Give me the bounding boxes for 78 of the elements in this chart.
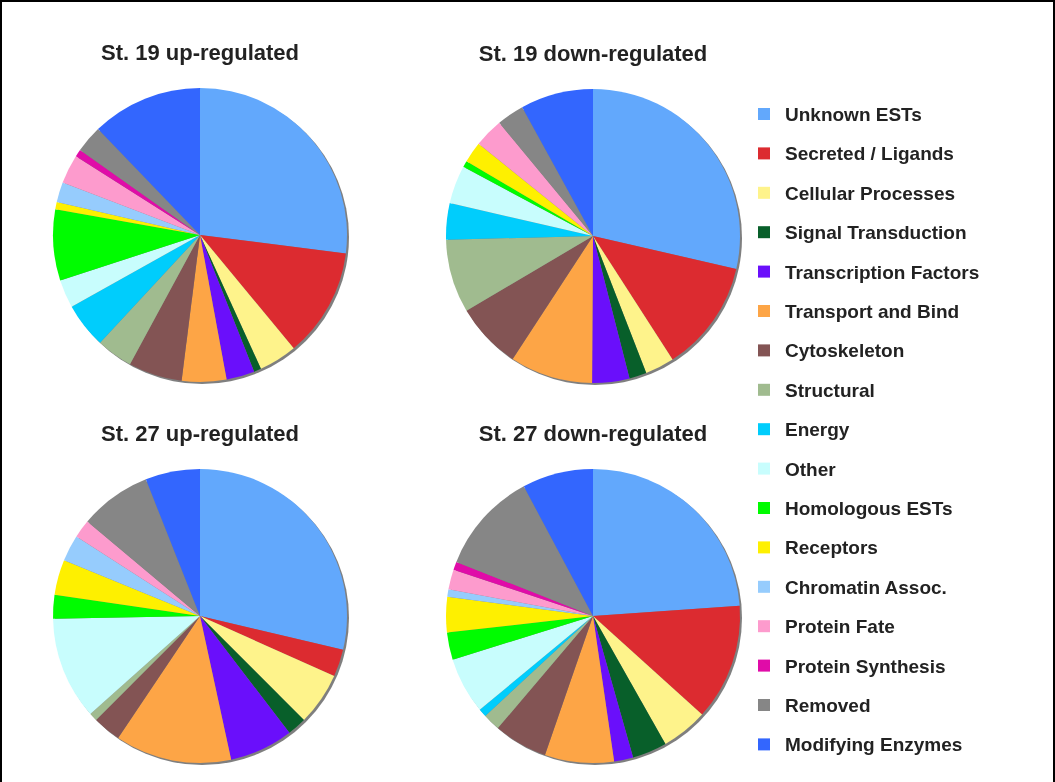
pie-slice bbox=[55, 202, 200, 235]
pie-slice bbox=[446, 236, 593, 311]
pie-slice bbox=[453, 561, 593, 616]
chart-title: St. 27 up-regulated bbox=[100, 421, 300, 446]
pie-slice bbox=[53, 209, 200, 281]
pie-slice bbox=[60, 235, 200, 307]
pie-slice bbox=[62, 156, 200, 235]
legend-label: Secreted / Ligands bbox=[785, 143, 954, 165]
pie-slice bbox=[512, 236, 593, 383]
pie-slice bbox=[181, 235, 227, 382]
pie-slice bbox=[80, 129, 200, 235]
pie-slice bbox=[593, 236, 647, 379]
pie-slice bbox=[523, 469, 593, 616]
pie-slice bbox=[200, 616, 290, 760]
legend-label: Structural bbox=[785, 379, 875, 401]
legend-label: Energy bbox=[785, 419, 850, 441]
pie-slice bbox=[118, 616, 232, 763]
pie-slice bbox=[145, 469, 200, 616]
legend-label: Homologous ESTs bbox=[785, 498, 953, 520]
pie-slice bbox=[544, 616, 615, 763]
pie-slice bbox=[593, 89, 740, 269]
chart-title: St. 27 down-regulated bbox=[478, 421, 708, 446]
legend-label: Receptors bbox=[785, 537, 878, 559]
pie-slice bbox=[593, 236, 737, 360]
pie-slice bbox=[449, 166, 593, 236]
legend-label: Transcription Factors bbox=[785, 261, 980, 283]
pie-slice bbox=[466, 143, 593, 236]
pie-slice bbox=[200, 469, 347, 650]
pie-slice bbox=[593, 469, 740, 616]
pie-slice bbox=[448, 569, 593, 616]
pie-slice bbox=[200, 616, 304, 733]
legend-label: Signal Transduction bbox=[785, 222, 967, 244]
pie-slice bbox=[593, 616, 666, 758]
pie-slice bbox=[522, 89, 593, 236]
pie-slice bbox=[129, 235, 200, 381]
pie-slice bbox=[593, 616, 703, 744]
legend-label: Protein Synthesis bbox=[785, 655, 946, 677]
pie-slice bbox=[71, 235, 200, 343]
legend-label: Cellular Processes bbox=[785, 182, 956, 204]
chart-title: St. 19 up-regulated bbox=[100, 40, 300, 65]
pie-slice bbox=[447, 589, 593, 616]
pie-slice bbox=[499, 107, 593, 236]
pie-slice bbox=[98, 88, 200, 235]
pie-slice bbox=[53, 616, 200, 714]
chart-title: St. 19 down-regulated bbox=[478, 41, 708, 66]
legend-label: Transport and Bind bbox=[785, 301, 960, 323]
pie-slice bbox=[200, 616, 335, 720]
pie-slice bbox=[76, 521, 200, 616]
pie-slice bbox=[200, 616, 344, 677]
pie-slice bbox=[96, 616, 200, 739]
pie-slice bbox=[87, 479, 200, 616]
pie-slice bbox=[456, 486, 593, 616]
pie-slice bbox=[485, 616, 593, 729]
pie-slice bbox=[200, 235, 294, 369]
legend-label: Removed bbox=[785, 695, 871, 717]
legend-label: Chromatin Assoc. bbox=[785, 576, 947, 598]
pie-slice bbox=[452, 616, 593, 710]
pie-slice bbox=[593, 236, 673, 374]
pie-slice bbox=[593, 616, 634, 762]
pie-slice bbox=[497, 616, 593, 755]
pie-slice bbox=[53, 594, 200, 619]
pie-slice bbox=[54, 560, 200, 616]
legend-label: Cytoskeleton bbox=[785, 340, 905, 362]
legend-label: Other bbox=[785, 458, 837, 480]
pie-slice bbox=[478, 122, 593, 236]
legend-label: Protein Fate bbox=[785, 616, 895, 638]
pie-slice bbox=[593, 605, 740, 715]
pie-slice bbox=[200, 235, 346, 349]
pie-slice bbox=[200, 88, 347, 254]
pie-slice bbox=[446, 616, 593, 660]
pie-slice bbox=[592, 236, 630, 383]
pie-slice bbox=[56, 182, 200, 235]
legend-label: Modifying Enzymes bbox=[785, 734, 963, 756]
pie-slice bbox=[446, 203, 593, 240]
pie-slice bbox=[466, 236, 593, 360]
legend-label: Unknown ESTs bbox=[785, 104, 922, 126]
pie-slice bbox=[100, 235, 200, 365]
pie-slice bbox=[64, 536, 200, 616]
